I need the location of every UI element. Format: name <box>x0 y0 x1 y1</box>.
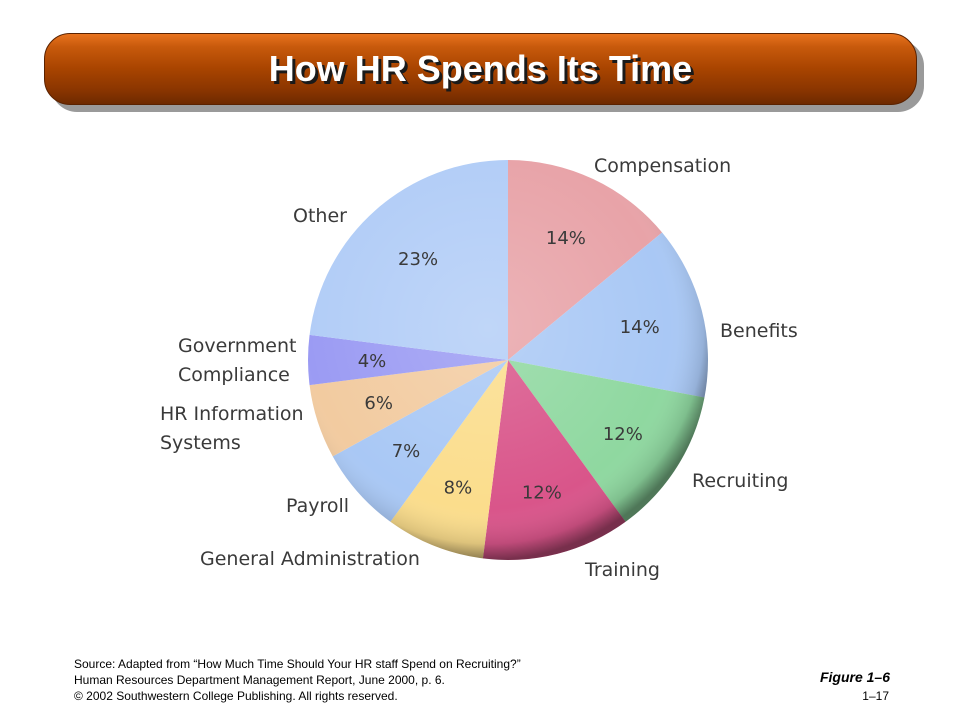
pie-category-label-payroll: Payroll <box>286 495 349 517</box>
source-line-2: Human Resources Department Management Re… <box>74 673 445 687</box>
pie-value-label-training: 12% <box>522 483 562 504</box>
pie-value-label-other: 23% <box>398 249 438 270</box>
pie-category-label-training: Training <box>584 559 660 581</box>
slide-title: How HR Spends Its Time <box>268 48 693 89</box>
pie-value-label-government-compliance: 4% <box>358 351 387 372</box>
pie-value-label-general-administration: 8% <box>444 477 473 498</box>
figure-label: Figure 1–6 <box>819 669 890 685</box>
pie-category-label-benefits: Benefits <box>720 320 798 342</box>
pie-category-label-government-compliance: Government Compliance <box>178 335 297 386</box>
pie-value-label-recruiting: 12% <box>603 424 643 445</box>
pie-value-label-hr-information-systems: 6% <box>364 393 393 414</box>
pie-value-label-benefits: 14% <box>620 317 660 338</box>
pie-category-label-general-administration: General Administration <box>200 548 420 570</box>
pie-rim-shading <box>308 160 708 560</box>
title-bar <box>44 33 917 105</box>
pie-category-label-hr-information-systems: HR Information Systems <box>160 403 304 454</box>
pie-value-labels: 14% 14% 12% 12% 8% 7% 6% 4% 23% <box>358 228 660 504</box>
pie-category-label-other: Other <box>293 205 347 227</box>
copyright-line: © 2002 Southwestern College Publishing. … <box>74 689 398 703</box>
pie-value-label-compensation: 14% <box>546 228 586 249</box>
source-line-1: Source: Adapted from “How Much Time Shou… <box>74 657 521 671</box>
pie-category-label-recruiting: Recruiting <box>692 470 788 492</box>
page-number: 1–17 <box>862 689 889 703</box>
pie-category-labels: Compensation Benefits Recruiting Training Ge… <box>160 155 798 581</box>
pie-slices <box>308 160 709 560</box>
pie-category-label-compensation: Compensation <box>594 155 731 177</box>
pie-value-label-payroll: 7% <box>392 441 421 462</box>
